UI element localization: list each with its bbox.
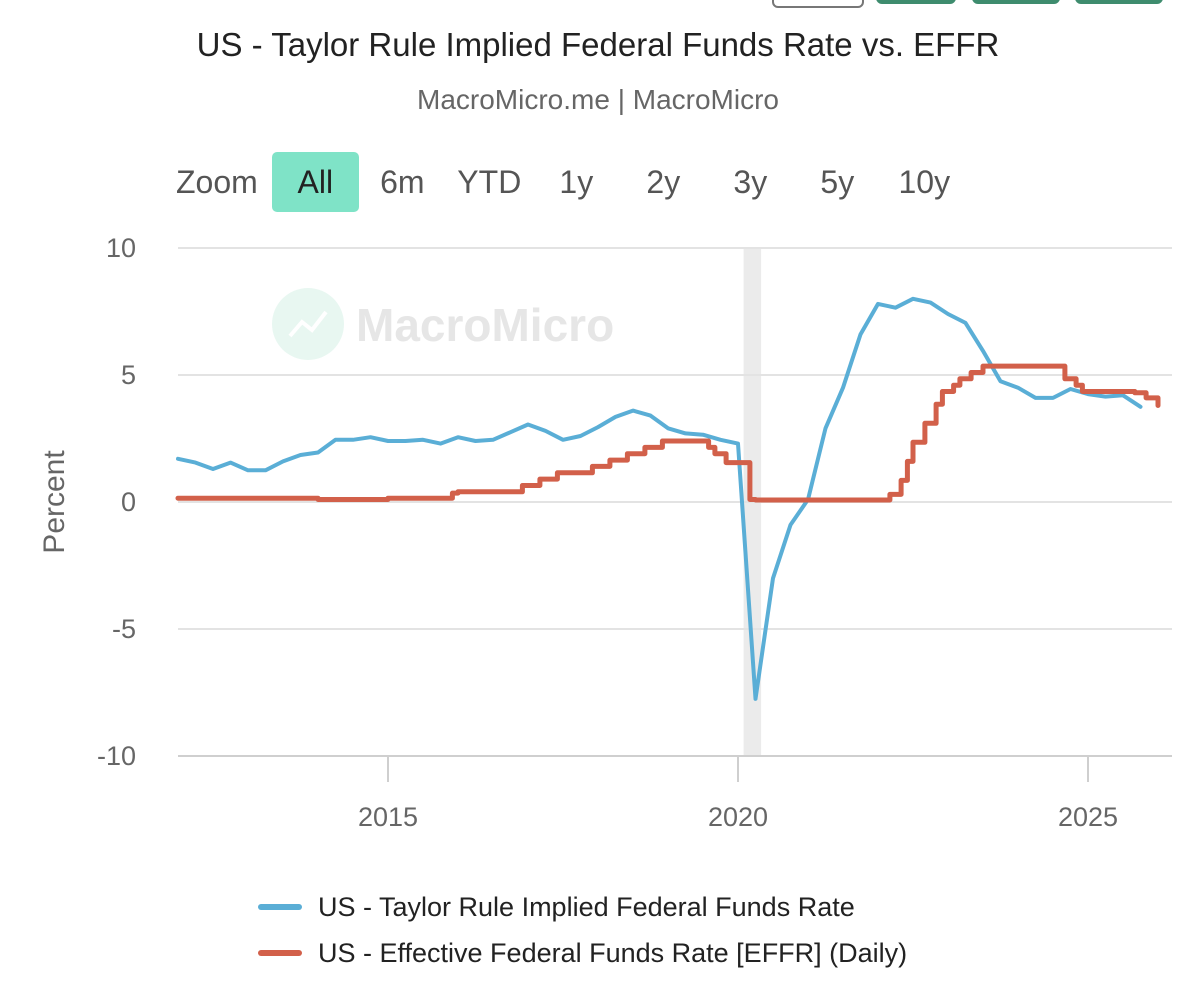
chart-title: US - Taylor Rule Implied Federal Funds R…: [196, 26, 1000, 63]
y-tick-label: 5: [121, 360, 136, 390]
legend-item-effr[interactable]: US - Effective Federal Funds Rate [EFFR]…: [258, 930, 907, 976]
range-button-3y[interactable]: 3y: [733, 164, 768, 200]
watermark-text: MacroMicro: [356, 299, 614, 351]
legend-swatch-taylor: [258, 904, 302, 910]
y-tick-label: -5: [112, 614, 136, 644]
range-selector: Zoom All 6m YTD 1y 2y 3y 5y 10y: [176, 152, 968, 212]
y-axis-title: Percent: [38, 450, 71, 554]
toolbar-button-3[interactable]: [1075, 0, 1163, 4]
legend-swatch-effr: [258, 950, 302, 956]
range-button-2y[interactable]: 2y: [646, 164, 681, 200]
x-tick-label: 2020: [708, 802, 768, 832]
range-button-ytd[interactable]: YTD: [457, 164, 522, 200]
y-tick-label: -10: [97, 741, 136, 771]
legend: US - Taylor Rule Implied Federal Funds R…: [258, 884, 907, 976]
y-tick-label: 10: [106, 233, 136, 263]
range-button-10y[interactable]: 10y: [898, 164, 951, 200]
chart-subtitle: MacroMicro.me | MacroMicro: [417, 84, 779, 115]
range-button-all[interactable]: All: [271, 152, 359, 212]
zoom-label: Zoom: [176, 163, 258, 200]
x-tick-label: 2025: [1058, 802, 1118, 832]
range-button-1y[interactable]: 1y: [559, 164, 594, 200]
legend-item-taylor[interactable]: US - Taylor Rule Implied Federal Funds R…: [258, 884, 907, 930]
legend-label-effr: US - Effective Federal Funds Rate [EFFR]…: [318, 937, 908, 968]
x-tick-label: 2015: [358, 802, 418, 832]
chart-svg: MacroMicro 10 5 0 -5 -10 2015 2020 2025 Percent: [38, 233, 1172, 832]
watermark-logo-icon: [272, 288, 344, 360]
export-button-outline[interactable]: [772, 0, 864, 8]
y-tick-label: 0: [121, 487, 136, 517]
series-line-taylor-rule[interactable]: [176, 296, 1143, 701]
range-button-6m[interactable]: 6m: [380, 164, 425, 200]
watermark-logo-mark: [288, 310, 328, 338]
range-button-5y[interactable]: 5y: [820, 164, 855, 200]
series-line-effr[interactable]: [175, 363, 1161, 503]
watermark: MacroMicro: [272, 288, 614, 360]
legend-label-taylor: US - Taylor Rule Implied Federal Funds R…: [318, 891, 855, 922]
toolbar-button-2[interactable]: [972, 0, 1060, 4]
toolbar-button-1[interactable]: [876, 0, 956, 4]
